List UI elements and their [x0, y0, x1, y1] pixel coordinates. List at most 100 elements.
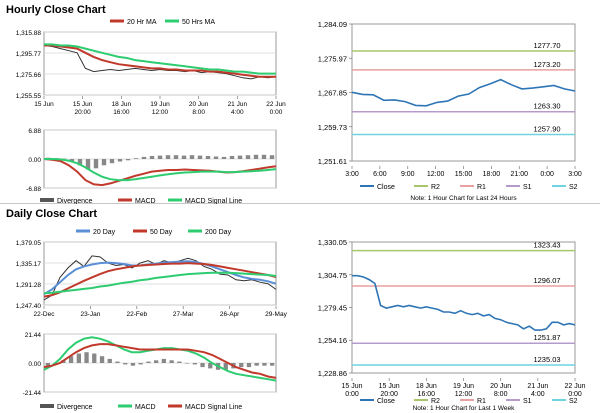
x-tick-label: 0:00 [540, 171, 554, 178]
x-tick-label: 20 Jun [490, 383, 511, 390]
divergence-bar [245, 155, 251, 159]
legend-r2-label: R2 [431, 398, 440, 405]
x-tick-label: 12:00 [152, 109, 169, 116]
x-tick-label: 15 Jun [379, 383, 400, 390]
x-tick-label: 27-Mar [173, 311, 194, 318]
divergence-bar [237, 155, 243, 159]
x-tick-label: 20:00 [75, 109, 92, 116]
y-tick-label: 1,259.73 [318, 123, 347, 132]
legend-r1-label: R1 [477, 398, 486, 405]
ma-series-20-hr-ma [44, 44, 276, 78]
divergence-bar [229, 156, 235, 159]
legend-s2-label: S2 [569, 398, 578, 405]
x-tick-label: 12:00 [455, 391, 473, 398]
x-tick-label: 18:00 [483, 171, 501, 178]
divergence-bar [246, 363, 252, 368]
x-tick-label: 21 Jun [228, 101, 248, 108]
x-tick-label: 15:00 [455, 171, 473, 178]
y-tick-label: 1,284.09 [318, 20, 347, 29]
divergence-bar [192, 363, 197, 365]
y-tick-label: 1,315.88 [16, 30, 42, 37]
legend-macd-label: MACD [135, 198, 156, 204]
x-tick-label: 0:00 [270, 109, 283, 116]
x-tick-label: 19 Jun [150, 101, 170, 108]
legend-s2-label: S2 [569, 184, 578, 191]
divergence-bar [107, 358, 112, 363]
y-tick-label: 21.44 [25, 332, 42, 339]
divergence-bar [181, 155, 187, 159]
y-tick-label: -21.44 [23, 390, 42, 397]
y-tick-label: 1,291.28 [16, 282, 42, 289]
y-tick-label: 1,330.05 [318, 238, 347, 247]
legend-200-day-label: 200 Day [205, 229, 232, 236]
x-tick-label: 22-Feb [126, 311, 147, 318]
y-tick-label: 1,304.75 [318, 271, 347, 280]
x-tick-label: 15 Jun [34, 101, 54, 108]
y-tick-label: 6.88 [28, 128, 41, 135]
divergence-bar [101, 159, 107, 166]
macd-series-macd-signal-line [43, 343, 277, 379]
divergence-bar [99, 356, 105, 363]
y-tick-label: 1,255.55 [16, 93, 42, 100]
close-series [352, 274, 576, 331]
x-tick-label: 21 Jun [527, 383, 548, 390]
divergence-bar [45, 363, 50, 366]
x-tick-label: 4:00 [231, 109, 244, 116]
y-tick-label: 1,275.66 [16, 72, 42, 79]
y-tick-label: 1,379.05 [16, 240, 42, 247]
divergence-bar [262, 363, 267, 366]
x-tick-label: 3:00 [345, 171, 359, 178]
divergence-bar [239, 363, 244, 368]
divergence-bar [76, 353, 81, 363]
level-label-s1: 1263.30 [533, 102, 560, 111]
y-tick-label: 0.00 [28, 361, 41, 368]
legend-divergence-label: Divergence [57, 198, 93, 204]
divergence-bar [184, 363, 190, 364]
divergence-bar [223, 363, 228, 370]
chart-note: Note: 1 Hour Chart for Last 1 Week [413, 405, 516, 412]
y-tick-label: -6.88 [26, 186, 41, 193]
y-tick-label: 1,228.86 [318, 369, 347, 378]
ma-series-50-hrs-ma [44, 43, 276, 75]
x-tick-label: 15 Jun [73, 101, 93, 108]
divergence-bar [253, 154, 259, 159]
x-tick-label: 23-Jan [80, 311, 100, 318]
level-label-s2: 1257.90 [533, 124, 560, 133]
divergence-bar [138, 363, 143, 365]
divergence-bar [93, 159, 99, 169]
x-tick-label: 0:00 [345, 391, 359, 398]
y-tick-label: 1,251.61 [318, 157, 347, 166]
divergence-bar [61, 158, 67, 160]
x-tick-label: 6:00 [373, 171, 387, 178]
divergence-bar [109, 159, 115, 164]
divergence-bar [146, 361, 151, 363]
divergence-bar [165, 155, 171, 159]
divergence-bar [115, 361, 120, 363]
y-tick-label: 1,335.17 [16, 261, 42, 268]
level-label-r1: 1296.07 [533, 276, 560, 285]
divergence-bar [133, 158, 139, 159]
x-tick-label: 19 Jun [453, 383, 474, 390]
legend-macd-signal-line-label: MACD Signal Line [185, 198, 242, 204]
x-tick-label: 8:00 [192, 109, 205, 116]
close-series [351, 78, 576, 107]
legend-divergence-label: Divergence [57, 404, 93, 411]
legend-close-label: Close [377, 184, 395, 191]
divergence-bar [149, 156, 155, 159]
divergence-bar [130, 363, 136, 366]
level-label-r1: 1273.20 [533, 60, 560, 69]
divergence-bar [270, 363, 275, 366]
chart-note: Note: 1 Hour Chart for Last 24 Hours [410, 195, 517, 202]
hourly-section-title: Hourly Close Chart [6, 4, 106, 16]
divergence-bar [200, 363, 205, 368]
divergence-bar [208, 363, 213, 369]
y-tick-label: 1,267.85 [318, 89, 347, 98]
divergence-bar [213, 156, 219, 159]
divergence-bar [85, 159, 91, 170]
x-tick-label: 20 Jun [189, 101, 209, 108]
y-tick-label: 1,279.45 [318, 304, 347, 313]
divergence-bar [177, 361, 182, 363]
legend-r2-label: R2 [431, 184, 440, 191]
